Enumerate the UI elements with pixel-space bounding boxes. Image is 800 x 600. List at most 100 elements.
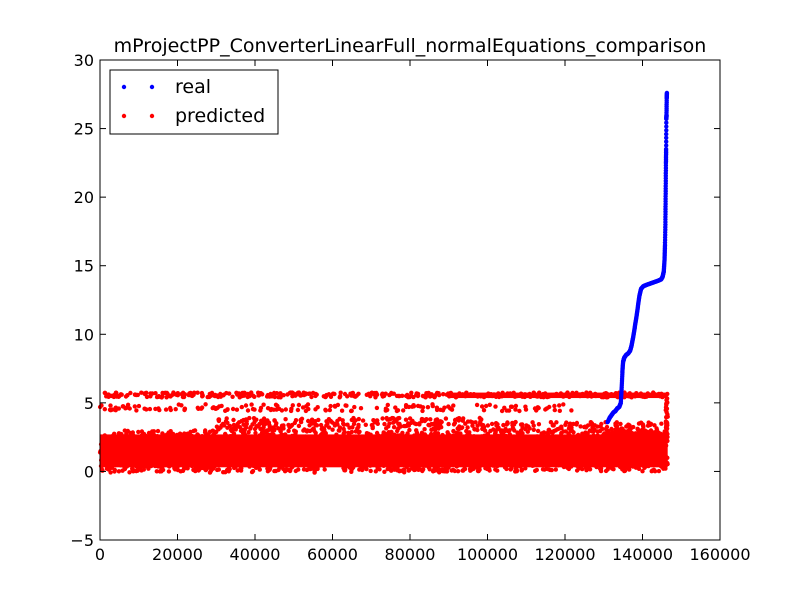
predicted-point: [112, 469, 117, 474]
predicted-point: [308, 440, 314, 446]
predicted-point: [485, 450, 491, 456]
predicted-point: [384, 415, 389, 421]
predicted-point: [421, 440, 426, 445]
predicted-point: [152, 443, 158, 448]
predicted-point: [201, 450, 206, 456]
predicted-point: [263, 458, 269, 463]
predicted-point: [309, 417, 315, 422]
predicted-point: [489, 441, 494, 446]
predicted-point: [595, 433, 600, 438]
predicted-point: [228, 434, 234, 439]
predicted-point: [471, 392, 477, 397]
predicted-point: [440, 438, 445, 443]
predicted-point: [585, 394, 590, 399]
predicted-point: [419, 416, 425, 422]
predicted-point: [207, 437, 212, 442]
predicted-point: [301, 462, 306, 467]
predicted-point: [568, 438, 573, 443]
predicted-point: [395, 408, 401, 413]
predicted-point: [561, 456, 567, 462]
predicted-point: [325, 435, 330, 440]
predicted-point: [368, 463, 373, 468]
predicted-point: [665, 400, 670, 405]
predicted-point: [137, 445, 143, 450]
predicted-point: [474, 402, 480, 408]
predicted-point: [252, 451, 258, 456]
predicted-point: [343, 403, 348, 408]
predicted-point: [179, 432, 184, 438]
predicted-point: [420, 408, 425, 414]
predicted-point: [276, 467, 281, 473]
predicted-point: [561, 394, 566, 399]
predicted-point: [290, 403, 295, 408]
predicted-point: [375, 457, 380, 463]
predicted-point: [524, 458, 529, 463]
predicted-point: [658, 457, 663, 462]
predicted-point: [367, 449, 372, 454]
predicted-point: [287, 442, 292, 447]
predicted-point: [613, 393, 619, 399]
predicted-point: [611, 454, 616, 459]
predicted-point: [123, 438, 128, 443]
predicted-point: [243, 417, 248, 422]
predicted-point: [508, 467, 513, 472]
predicted-point: [203, 402, 208, 407]
predicted-point: [268, 454, 273, 460]
predicted-point: [645, 436, 651, 441]
predicted-point: [537, 390, 542, 395]
predicted-point: [166, 459, 171, 464]
predicted-point: [174, 459, 179, 464]
predicted-point: [525, 442, 531, 448]
predicted-point: [347, 432, 352, 437]
real-point: [664, 124, 669, 129]
y-tick-label: 30: [74, 51, 94, 70]
predicted-point: [409, 390, 414, 395]
predicted-point: [212, 461, 217, 467]
predicted-point: [374, 418, 380, 423]
predicted-point: [364, 466, 369, 472]
predicted-point: [344, 458, 349, 463]
predicted-point: [210, 466, 216, 471]
predicted-point: [187, 435, 193, 440]
predicted-point: [400, 458, 405, 464]
predicted-point: [264, 394, 270, 399]
predicted-point: [271, 456, 276, 461]
predicted-point: [275, 456, 280, 461]
predicted-point: [493, 404, 498, 409]
predicted-point: [498, 445, 503, 450]
predicted-point: [652, 393, 657, 398]
predicted-point: [553, 467, 558, 472]
predicted-point: [225, 462, 231, 467]
predicted-point: [360, 458, 366, 464]
predicted-point: [516, 436, 521, 441]
predicted-point: [552, 392, 557, 397]
predicted-point: [159, 448, 164, 453]
predicted-point: [232, 465, 237, 471]
predicted-point: [100, 440, 105, 446]
predicted-point: [558, 391, 564, 396]
predicted-point: [489, 421, 495, 427]
predicted-point: [597, 428, 603, 434]
predicted-point: [231, 431, 237, 436]
predicted-point: [239, 440, 244, 445]
predicted-point: [323, 444, 328, 449]
predicted-point: [289, 458, 295, 464]
predicted-point: [211, 450, 216, 456]
predicted-point: [198, 465, 203, 471]
predicted-point: [502, 465, 508, 470]
predicted-point: [515, 430, 520, 435]
predicted-point: [567, 432, 572, 438]
predicted-point: [585, 462, 591, 467]
predicted-point: [263, 451, 268, 456]
predicted-point: [289, 422, 295, 428]
predicted-point: [382, 421, 387, 427]
predicted-point: [358, 406, 364, 411]
predicted-point: [182, 407, 187, 413]
predicted-point: [356, 416, 361, 422]
predicted-point: [451, 451, 456, 457]
predicted-point: [551, 445, 557, 450]
predicted-point: [368, 468, 373, 474]
predicted-point: [493, 467, 498, 472]
predicted-point: [653, 456, 658, 462]
real-point: [664, 135, 669, 140]
